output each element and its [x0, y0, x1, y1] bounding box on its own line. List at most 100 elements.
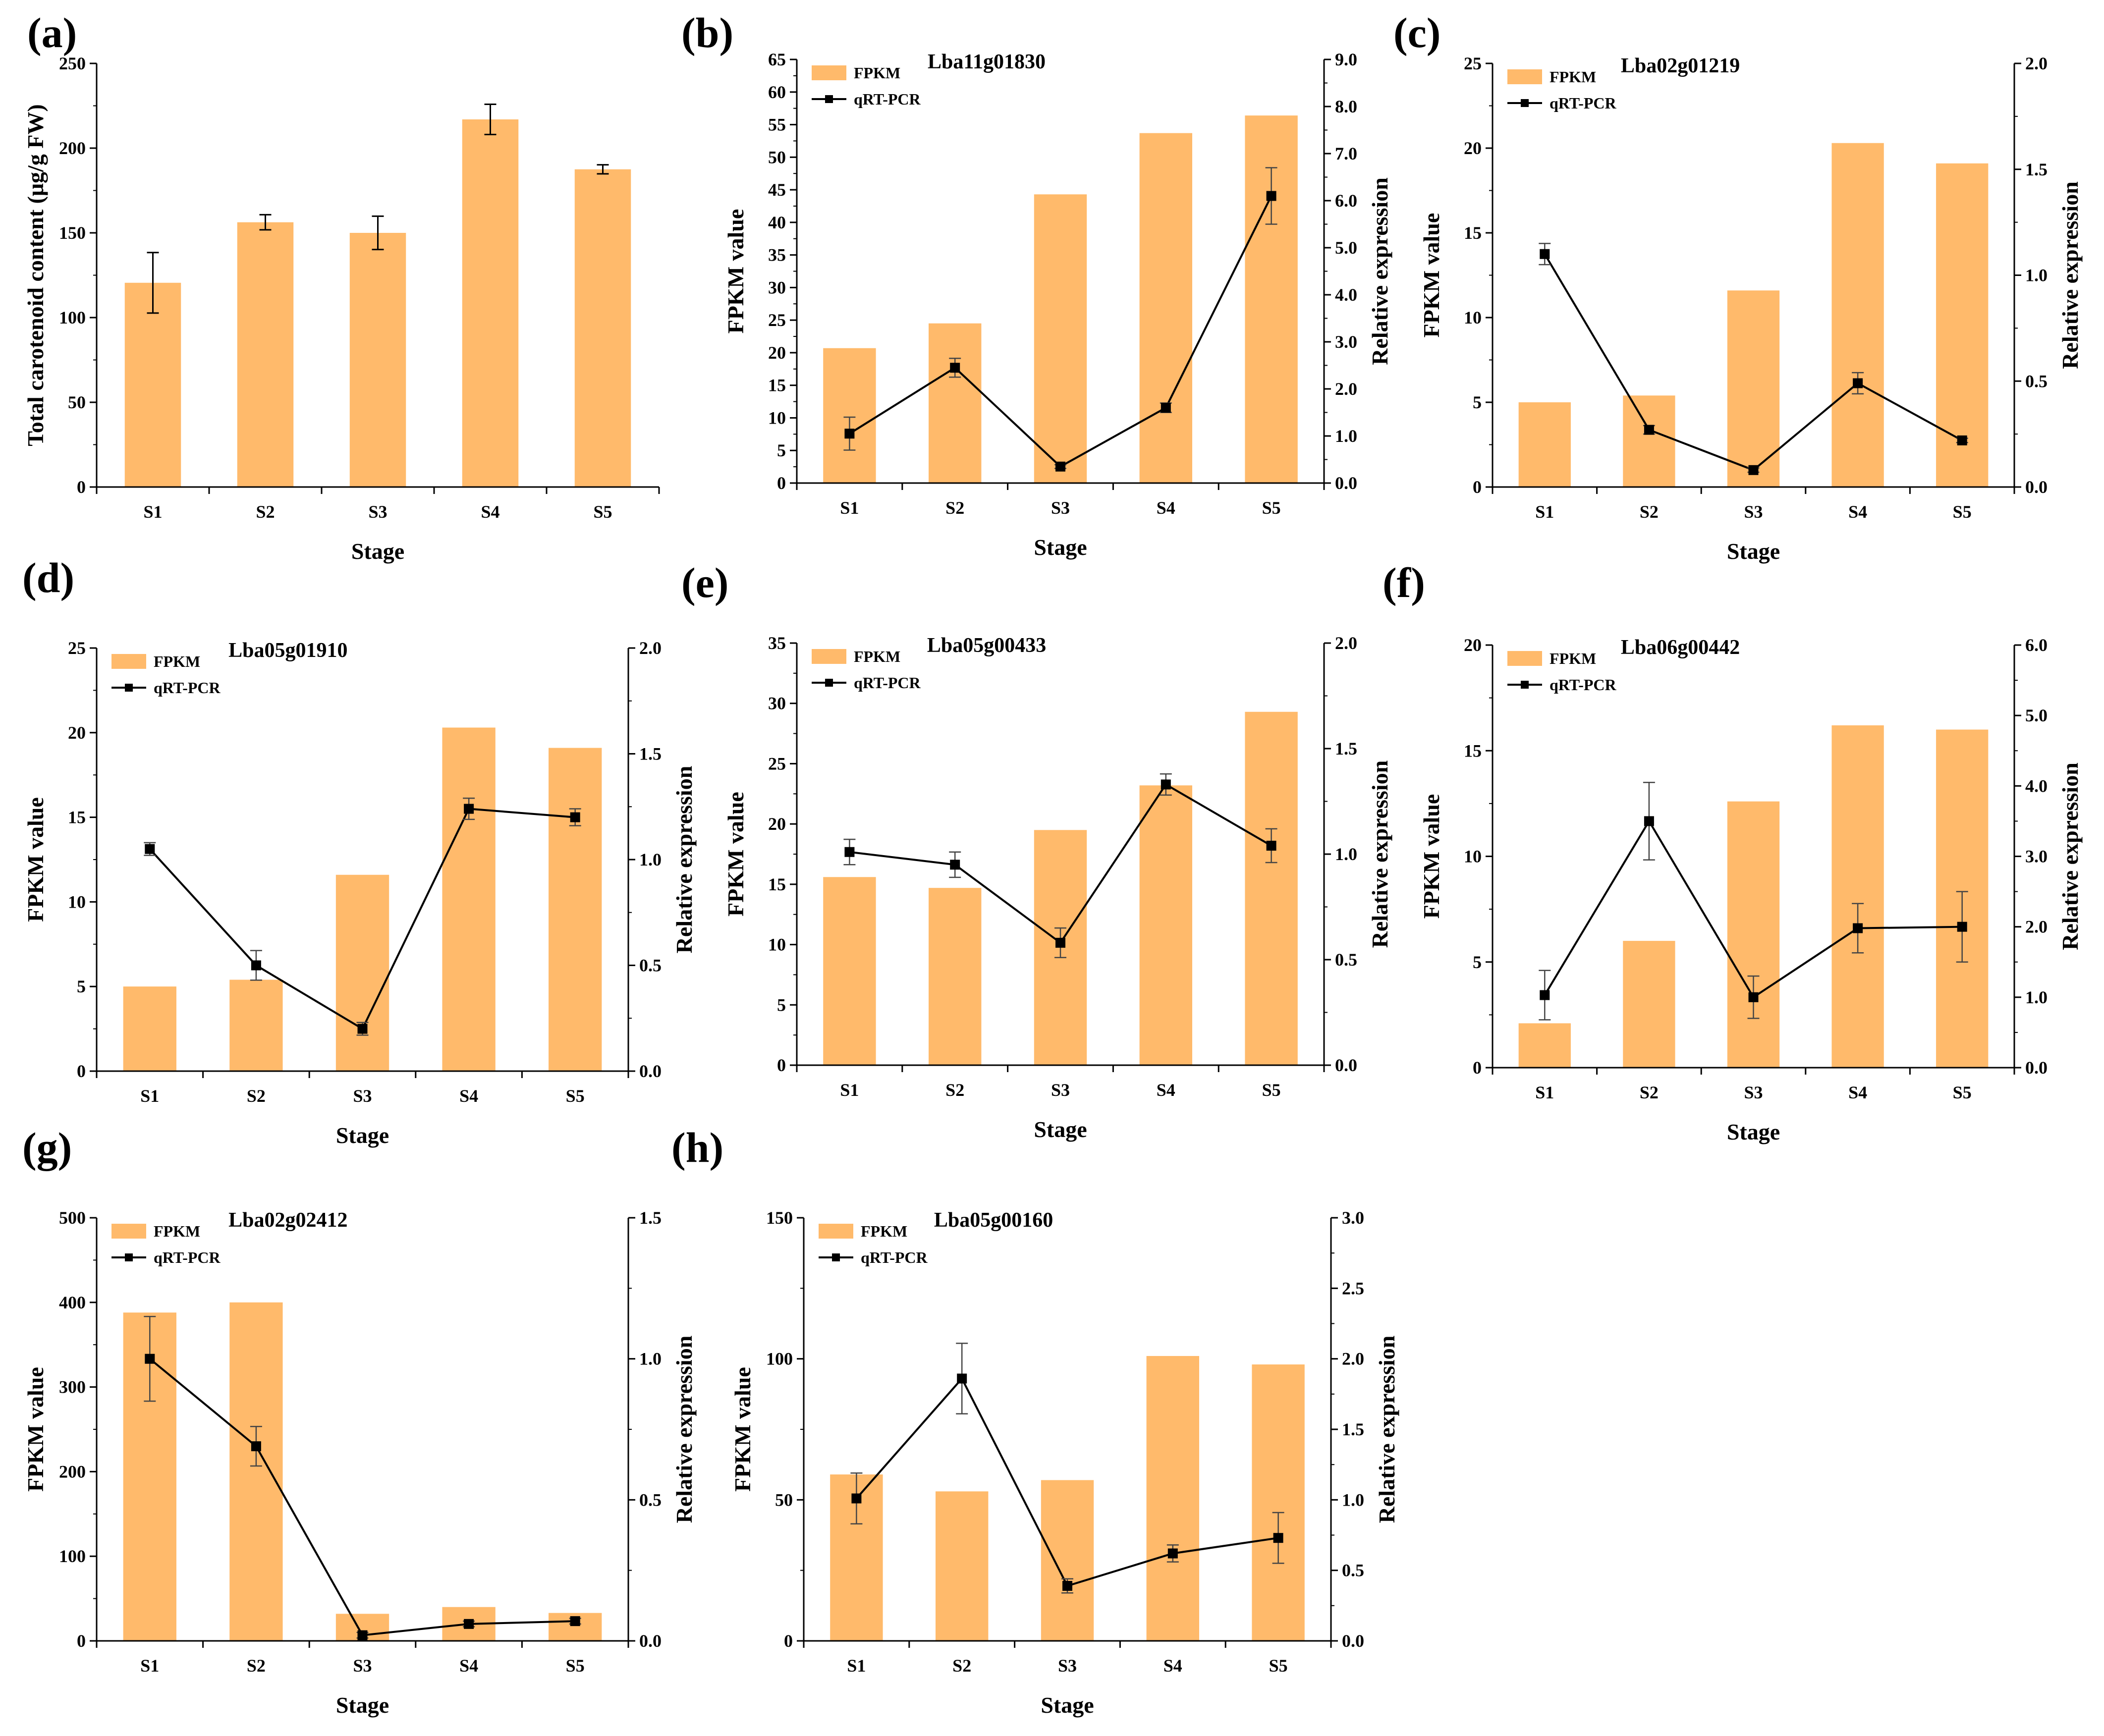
legend-qpcr-label: qRT-PCR: [861, 1248, 928, 1266]
legend-qpcr-label: qRT-PCR: [1550, 676, 1617, 694]
x-tick-label: S2: [247, 1656, 266, 1676]
bar-fpkm-s3: [1034, 194, 1087, 483]
x-tick-label: S5: [1953, 1083, 1972, 1102]
y-tick-label: 25: [768, 310, 786, 330]
qpcr-point-s2: [1644, 816, 1654, 826]
y-tick-label: 5: [777, 440, 786, 460]
y2-tick-label: 0.0: [2025, 1058, 2048, 1078]
y2-tick-label: 4.0: [2025, 776, 2048, 796]
y-tick-label: 45: [768, 180, 786, 200]
y2-tick-label: 0.0: [1335, 473, 1357, 493]
qpcr-point-s5: [1957, 435, 1967, 445]
bar-fpkm-s4: [1139, 133, 1192, 484]
qpcr-point-s4: [1853, 378, 1863, 388]
bar-values-s5: [574, 169, 631, 487]
x-tick-label: S3: [353, 1656, 372, 1676]
y2-axis-title: Relative expression: [2057, 181, 2083, 369]
y2-tick-label: 2.0: [1342, 1349, 1364, 1369]
chart-panel-7: (g) Lba02g02412 0 100 200 300 400 500 0.0 0.5 1.0 1…: [22, 1124, 697, 1718]
panel-letter: (f): [1383, 559, 1425, 606]
y2-tick-label: 4.0: [1335, 285, 1357, 305]
bar-fpkm-s1: [823, 348, 876, 483]
legend-fpkm-label: FPKM: [1550, 68, 1596, 86]
qpcr-point-s5: [1957, 922, 1967, 932]
bar-fpkm-s3: [1727, 290, 1780, 487]
y2-tick-label: 0.5: [2025, 371, 2048, 391]
bar-fpkm-s1: [1518, 402, 1571, 487]
legend-fpkm-swatch: [1507, 651, 1542, 666]
y2-tick-label: 3.0: [2025, 847, 2048, 867]
y2-tick-label: 0.0: [1335, 1055, 1357, 1075]
y2-tick-label: 1.0: [1335, 426, 1357, 446]
y2-tick-label: 0.5: [1335, 950, 1357, 970]
y-tick-label: 50: [775, 1490, 793, 1510]
x-axis-title: Stage: [1034, 1117, 1087, 1142]
legend-fpkm-swatch: [1507, 69, 1542, 84]
legend-qpcr-marker: [1521, 681, 1529, 689]
y-tick-label: 0: [784, 1631, 793, 1651]
x-tick-label: S3: [368, 502, 387, 522]
bar-values-s2: [237, 222, 294, 487]
qpcr-point-s2: [957, 1373, 967, 1384]
chart-panel-1: (a) 0 50 100 150 200 250 S1 S2 S3 S4 S5 Stage Total c…: [23, 9, 660, 564]
x-tick-label: S2: [1640, 1083, 1659, 1102]
y2-tick-label: 1.5: [1342, 1419, 1364, 1439]
legend-fpkm-label: FPKM: [1550, 650, 1596, 667]
y-tick-label: 200: [59, 1462, 86, 1481]
y-tick-label: 300: [59, 1377, 86, 1397]
bar-fpkm-s3: [1041, 1480, 1094, 1641]
y2-tick-label: 1.0: [639, 850, 662, 869]
qpcr-point-s2: [251, 1441, 261, 1452]
y2-axis-title: Relative expression: [1367, 760, 1392, 948]
bar-fpkm-s2: [929, 323, 982, 483]
legend-qpcr-label: qRT-PCR: [854, 674, 921, 692]
x-tick-label: S4: [1163, 1656, 1182, 1676]
y2-tick-label: 1.0: [2025, 266, 2048, 285]
legend-fpkm-swatch: [111, 654, 146, 669]
qpcr-point-s4: [464, 804, 474, 814]
x-tick-label: S5: [1269, 1656, 1288, 1676]
y-tick-label: 50: [768, 147, 786, 167]
y2-tick-label: 2.0: [2025, 917, 2048, 937]
qpcr-point-s5: [1273, 1533, 1283, 1543]
x-tick-label: S3: [1744, 502, 1763, 522]
y-tick-label: 100: [59, 308, 86, 327]
bar-fpkm-s3: [1727, 801, 1780, 1068]
legend-qpcr-marker: [125, 1253, 133, 1261]
y-axis-title: Total carotenoid content (μg/g FW): [23, 104, 48, 446]
qpcr-point-s4: [1161, 779, 1171, 790]
legend-fpkm-swatch: [819, 1224, 853, 1239]
qpcr-point-s5: [1266, 191, 1276, 201]
x-tick-label: S3: [1051, 498, 1070, 518]
qpcr-point-s5: [570, 812, 580, 822]
x-tick-label: S2: [1640, 502, 1659, 522]
y-axis-title: FPKM value: [730, 1367, 755, 1492]
y2-tick-label: 0.0: [639, 1631, 662, 1651]
legend-fpkm-label: FPKM: [154, 1222, 200, 1240]
legend-qpcr-marker: [1521, 99, 1529, 107]
bar-fpkm-s3: [335, 874, 389, 1071]
x-tick-label: S5: [1953, 502, 1972, 522]
bar-fpkm-s2: [1623, 395, 1675, 487]
qpcr-point-s3: [1055, 461, 1065, 472]
y2-tick-label: 1.5: [639, 1208, 662, 1228]
y2-tick-label: 0.0: [2025, 477, 2048, 497]
x-axis-title: Stage: [1034, 535, 1087, 560]
bar-fpkm-s1: [123, 986, 176, 1071]
y2-tick-label: 6.0: [1335, 191, 1357, 211]
x-tick-label: S5: [566, 1656, 585, 1676]
y-tick-label: 20: [768, 814, 786, 834]
y-tick-label: 25: [1464, 54, 1482, 73]
qpcr-point-s1: [851, 1493, 862, 1504]
legend-fpkm-label: FPKM: [854, 64, 900, 82]
y-tick-label: 25: [68, 638, 86, 658]
qpcr-point-s3: [357, 1024, 368, 1034]
y2-tick-label: 0.0: [639, 1061, 662, 1081]
x-tick-label: S3: [1058, 1656, 1077, 1676]
y2-tick-label: 2.0: [639, 638, 662, 658]
y-tick-label: 5: [777, 995, 786, 1015]
qpcr-point-s1: [145, 1354, 155, 1364]
bar-fpkm-s1: [1518, 1023, 1571, 1068]
qpcr-point-s1: [844, 429, 855, 439]
x-tick-label: S2: [945, 1080, 964, 1100]
